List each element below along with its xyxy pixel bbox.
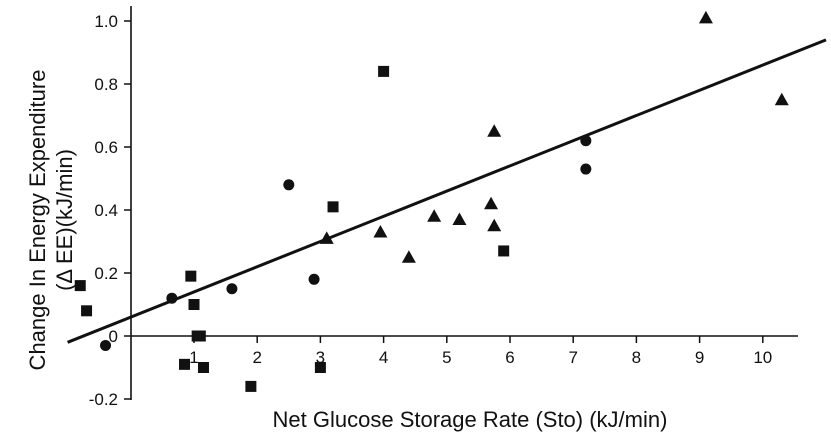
triangle-point (427, 209, 442, 222)
circle-point (226, 283, 238, 295)
square-point (197, 362, 209, 373)
x-tick-label: 9 (695, 348, 704, 367)
triangle-point (373, 225, 388, 238)
x-tick-label: 10 (753, 348, 772, 367)
square-point (245, 380, 257, 392)
square-point (378, 65, 390, 77)
y-tick-label: 0.4 (94, 201, 118, 220)
x-tick-label: 5 (442, 348, 451, 367)
x-tick-label: 2 (252, 348, 261, 367)
square-point (74, 280, 86, 292)
y-axis-title-line-1: Change In Energy Expenditure (25, 70, 50, 371)
axes (130, 6, 798, 400)
square-point (314, 362, 326, 373)
circle-point (166, 292, 178, 304)
x-tick-label: 8 (632, 348, 641, 367)
y-axis-title-line-2: (Δ EE)(kJ/min) (52, 149, 77, 291)
y-tick-label: 0 (109, 327, 118, 346)
triangle-point (484, 196, 499, 210)
ticks: -0.2 0 0.2 0.4 0.6 0.8 1.0 1 2 3 4 5 6 7 8 9 10 (89, 12, 773, 409)
x-tick-label: 4 (379, 348, 388, 367)
triangle-point (452, 212, 467, 225)
triangle-point (319, 231, 334, 244)
triangle-point (487, 124, 502, 137)
x-tick-label: 7 (568, 348, 577, 367)
triangle-point (774, 92, 789, 106)
square-point (185, 270, 197, 282)
circle-point (283, 179, 295, 191)
circle-point (580, 135, 592, 147)
x-tick-label: 3 (316, 348, 325, 367)
data-points (74, 10, 789, 392)
square-point (498, 245, 510, 257)
x-axis-title: Net Glucose Storage Rate (Sto) (kJ/min) (273, 407, 668, 432)
square-point (179, 358, 191, 370)
circle-point (580, 163, 592, 175)
y-tick-label: 0.6 (94, 138, 118, 157)
regression (67, 38, 827, 344)
x-tick-label: 1 (189, 348, 198, 367)
triangle-point (401, 250, 416, 263)
triangle-point (698, 10, 713, 24)
y-tick-label: 0.8 (94, 75, 118, 94)
triangle-point (487, 218, 502, 232)
square-point (327, 201, 339, 213)
y-tick-label: -0.2 (89, 390, 118, 409)
x-tick-label: 6 (505, 348, 514, 367)
circle-point (308, 273, 320, 285)
square-point (188, 299, 200, 310)
square-point (194, 330, 206, 342)
circle-point (100, 339, 112, 351)
y-tick-label: 1.0 (94, 12, 118, 31)
y-tick-label: 0.2 (94, 264, 118, 283)
square-point (81, 305, 93, 317)
regression-line (67, 38, 827, 344)
